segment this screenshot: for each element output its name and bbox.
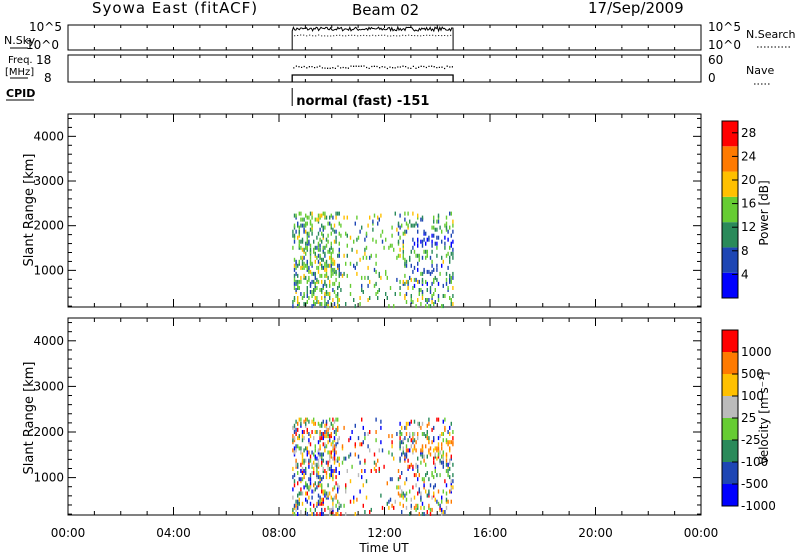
colorbar-segment: [722, 247, 738, 273]
freq-tick-high-left: 18: [36, 53, 51, 67]
power-colorbar: 4 8 12 16 20 24 28: [721, 120, 756, 299]
nsky-tick-low-right: 10^0: [708, 38, 741, 52]
time-tick-label: 16:00: [473, 526, 508, 540]
colorbar-tick-label: 28: [741, 126, 756, 140]
time-tick-label: 08:00: [262, 526, 297, 540]
nsky-tick-low-left: 10^0: [26, 38, 59, 52]
power-y-ticks: 1000 2000 3000 4000: [33, 117, 701, 307]
time-axis-labels: 00:00 04:00 08:00 12:00 16:00 20:00 00:00: [51, 526, 719, 540]
colorbar-tick-label: -500: [741, 477, 768, 491]
y-tick-label: 4000: [33, 129, 64, 143]
nave-tick-high-right: 60: [708, 53, 723, 67]
time-tick-label: 20:00: [578, 526, 613, 540]
colorbar-segment: [722, 196, 738, 223]
freq-panel: Freq. [MHz] 18 8 60 0 Nave: [5, 53, 774, 85]
power-frame: [67, 113, 702, 308]
y-tick-label: 2000: [33, 425, 64, 439]
colorbar-segment: [722, 484, 738, 506]
colorbar-segment: [722, 146, 738, 172]
plot-title: Syowa East (fitACF): [92, 0, 259, 17]
colorbar-tick-label: 4: [741, 267, 749, 281]
colorbar-tick-label: 24: [741, 149, 756, 163]
cpid-panel: CPID normal (fast) -151: [6, 87, 429, 109]
velocity-panel: 1000 2000 3000 4000 Slant Range [km] 1000 50…: [22, 317, 776, 516]
nsky-panel: N.Sky 10^5 10^0 10^5 10^0 N.Search: [4, 20, 796, 52]
velocity-ylabel: Slant Range [km]: [22, 362, 37, 475]
time-tick-label: 00:00: [51, 526, 86, 540]
nsky-trace: [67, 25, 702, 50]
colorbar-segment: [722, 330, 738, 352]
nsky-label: N.Sky: [4, 34, 36, 47]
colorbar-segment: [722, 418, 738, 440]
colorbar-tick-label: -1000: [741, 499, 776, 513]
nave-tick-low-right: 0: [708, 71, 716, 85]
y-tick-label: 1000: [33, 263, 64, 277]
colorbar-segment: [722, 352, 738, 374]
velocity-y-ticks: 1000 2000 3000 4000: [33, 322, 701, 515]
time-axis-label: Time UT: [358, 541, 409, 554]
colorbar-tick-label: 1000: [741, 345, 772, 359]
y-tick-label: 3000: [33, 174, 64, 188]
freq-tick-low-left: 8: [44, 71, 52, 85]
colorbar-segment: [722, 121, 738, 147]
time-tick-label: 00:00: [684, 526, 719, 540]
velocity-colorbar-label: Velocity [m s⁻¹]: [757, 371, 771, 464]
nave-label: Nave: [746, 64, 774, 77]
beam-label: Beam 02: [352, 1, 420, 19]
cpid-program-label: normal (fast) -151: [296, 94, 429, 109]
date-label: 17/Sep/2009: [588, 0, 684, 17]
nsky-tick-high-left: 10^5: [29, 20, 62, 34]
y-tick-label: 1000: [33, 471, 64, 485]
cpid-label: CPID: [6, 87, 35, 100]
nsearch-label: N.Search: [746, 28, 796, 41]
nsky-frame: [67, 24, 702, 51]
freq-trace: [67, 55, 702, 82]
power-data: [292, 211, 454, 309]
colorbar-segment: [722, 272, 738, 298]
time-tick-label: 04:00: [156, 526, 191, 540]
y-tick-label: 3000: [33, 379, 64, 393]
colorbar-segment: [722, 222, 738, 248]
colorbar-tick-label: -25: [741, 433, 761, 447]
time-tick-label: 12:00: [367, 526, 402, 540]
power-ylabel: Slant Range [km]: [22, 154, 37, 267]
colorbar-segment: [722, 440, 738, 462]
colorbar-segment: [722, 462, 738, 484]
y-tick-label: 4000: [33, 334, 64, 348]
y-tick-label: 2000: [33, 219, 64, 233]
colorbar-segment: [722, 171, 738, 197]
power-colorbar-label: Power [dB]: [757, 180, 771, 245]
colorbar-tick-label: 100: [741, 389, 764, 403]
colorbar-tick-label: -100: [741, 455, 768, 469]
colorbar-tick-label: 12: [741, 220, 756, 234]
colorbar-tick-label: 500: [741, 367, 764, 381]
nsky-tick-high-right: 10^5: [708, 20, 741, 34]
velocity-x-ticks: [67, 318, 702, 515]
freq-frame: [67, 54, 702, 83]
power-panel: 1000 2000 3000 4000 Slant Range [km] 4 8 12 16…: [22, 113, 771, 309]
colorbar-tick-label: 8: [741, 244, 749, 258]
velocity-colorbar: 1000 500 100 25 -25 -100 -500 -1000: [721, 329, 776, 513]
velocity-frame: [67, 317, 702, 516]
freq-label: Freq.: [8, 55, 33, 66]
freq-unit-label: [MHz]: [5, 67, 34, 78]
colorbar-segment: [722, 396, 738, 418]
power-x-ticks: [67, 114, 702, 307]
colorbar-tick-label: 25: [741, 411, 756, 425]
colorbar-segment: [722, 374, 738, 396]
velocity-data: [292, 417, 454, 516]
colorbar-tick-label: 16: [741, 197, 756, 211]
colorbar-tick-label: 20: [741, 173, 756, 187]
